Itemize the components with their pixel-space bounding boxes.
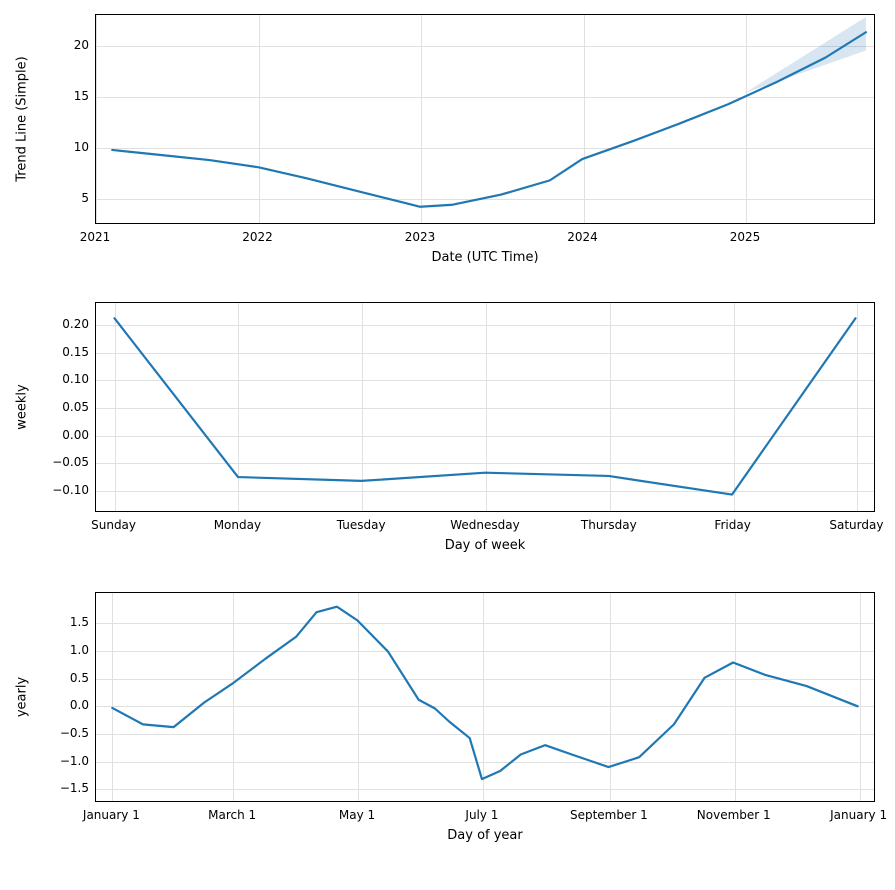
y-axis-label: Trend Line (Simple) <box>15 56 30 181</box>
y-tick-label: 20 <box>74 38 89 52</box>
x-tick-label: Saturday <box>829 518 883 532</box>
y-tick-label: 5 <box>81 191 89 205</box>
x-tick-label: Thursday <box>581 518 637 532</box>
x-tick-label: 2025 <box>730 230 761 244</box>
y-axis-label: weekly <box>15 384 30 429</box>
x-tick-label: May 1 <box>339 808 375 822</box>
x-tick-label: 2022 <box>242 230 273 244</box>
trend-panel <box>95 14 875 224</box>
y-tick-label: 1.5 <box>70 615 89 629</box>
x-tick-label: Friday <box>714 518 750 532</box>
series-line <box>115 318 856 494</box>
weekly-panel <box>95 302 875 512</box>
y-tick-label: 1.0 <box>70 643 89 657</box>
y-tick-label: 0.5 <box>70 671 89 685</box>
y-tick-label: 0.0 <box>70 698 89 712</box>
x-tick-label: Wednesday <box>450 518 519 532</box>
x-tick-label: Monday <box>214 518 261 532</box>
chart-svg <box>96 303 874 511</box>
yearly-panel <box>95 592 875 802</box>
forecast-band <box>744 17 866 93</box>
x-tick-label: 2024 <box>567 230 598 244</box>
x-axis-label: Day of week <box>445 538 526 553</box>
x-tick-label: July 1 <box>465 808 498 822</box>
y-tick-label: 0.05 <box>62 400 89 414</box>
figure: 2021 2022 2023 2024 2025 5 10 15 20 Date (UTC Tim… <box>0 0 895 890</box>
y-tick-label: −1.0 <box>60 754 89 768</box>
x-tick-label: November 1 <box>697 808 771 822</box>
x-tick-label: January 1 <box>830 808 887 822</box>
y-axis-label: yearly <box>15 677 30 717</box>
x-tick-label: 2021 <box>80 230 111 244</box>
y-tick-label: 0.20 <box>62 317 89 331</box>
x-tick-label: January 1 <box>83 808 140 822</box>
y-tick-label: 0.00 <box>62 428 89 442</box>
chart-svg <box>96 593 874 801</box>
x-tick-label: Sunday <box>91 518 136 532</box>
y-tick-label: 10 <box>74 140 89 154</box>
series-line <box>112 607 857 779</box>
x-axis-label: Date (UTC Time) <box>431 250 538 265</box>
x-axis-label: Day of year <box>447 828 522 843</box>
y-tick-label: −0.05 <box>52 455 89 469</box>
series-line <box>112 32 866 207</box>
x-tick-label: Tuesday <box>337 518 386 532</box>
y-tick-label: 0.15 <box>62 345 89 359</box>
y-tick-label: −0.10 <box>52 483 89 497</box>
y-tick-label: −1.5 <box>60 781 89 795</box>
chart-svg <box>96 15 874 223</box>
y-tick-label: −0.5 <box>60 726 89 740</box>
x-tick-label: 2023 <box>405 230 436 244</box>
y-tick-label: 0.10 <box>62 372 89 386</box>
x-tick-label: March 1 <box>208 808 256 822</box>
y-tick-label: 15 <box>74 89 89 103</box>
x-tick-label: September 1 <box>570 808 648 822</box>
